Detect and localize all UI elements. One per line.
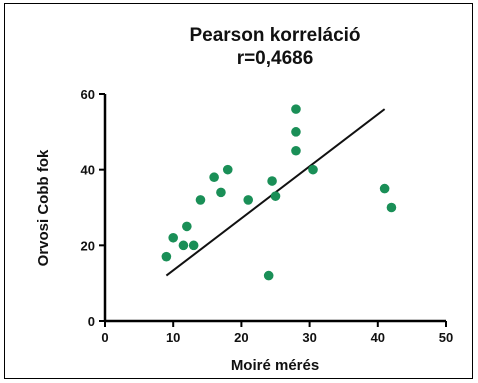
data-point (168, 232, 178, 243)
data-point (263, 270, 274, 281)
x-tick-label: 10 (166, 330, 180, 345)
x-tick-label: 0 (101, 330, 108, 345)
x-tick-label: 20 (234, 330, 248, 345)
data-point (209, 172, 219, 183)
data-point (386, 202, 397, 213)
y-axis-title: Orvosi Cobb fok (35, 149, 52, 266)
data-point (178, 240, 189, 251)
y-tick-label: 0 (88, 314, 95, 329)
data-point (308, 164, 318, 175)
data-point (222, 164, 233, 175)
data-point (216, 187, 226, 198)
data-point (243, 195, 254, 205)
axes: 0 10 20 30 40 50 0 20 40 60 (81, 87, 454, 345)
data-point (270, 191, 281, 201)
data-point (182, 221, 192, 232)
chart-title: Pearson korreláció (189, 25, 360, 46)
chart-subtitle: r=0,4686 (237, 48, 314, 69)
y-tick-label: 40 (81, 163, 95, 178)
data-point (161, 251, 172, 262)
chart-frame (4, 3, 473, 379)
x-tick-label: 30 (302, 330, 316, 345)
data-point (195, 195, 206, 205)
y-tick-label: 20 (81, 238, 95, 253)
y-tick-label: 60 (81, 87, 95, 102)
data-point (267, 176, 277, 186)
data-point (379, 183, 390, 194)
data-point (291, 104, 301, 114)
data-point (291, 145, 301, 156)
x-axis-title: Moiré mérés (231, 357, 319, 374)
points-group (161, 104, 397, 281)
x-tick-label: 40 (371, 330, 385, 345)
data-point (188, 240, 199, 251)
data-point (291, 127, 301, 137)
x-tick-label: 50 (439, 330, 453, 345)
